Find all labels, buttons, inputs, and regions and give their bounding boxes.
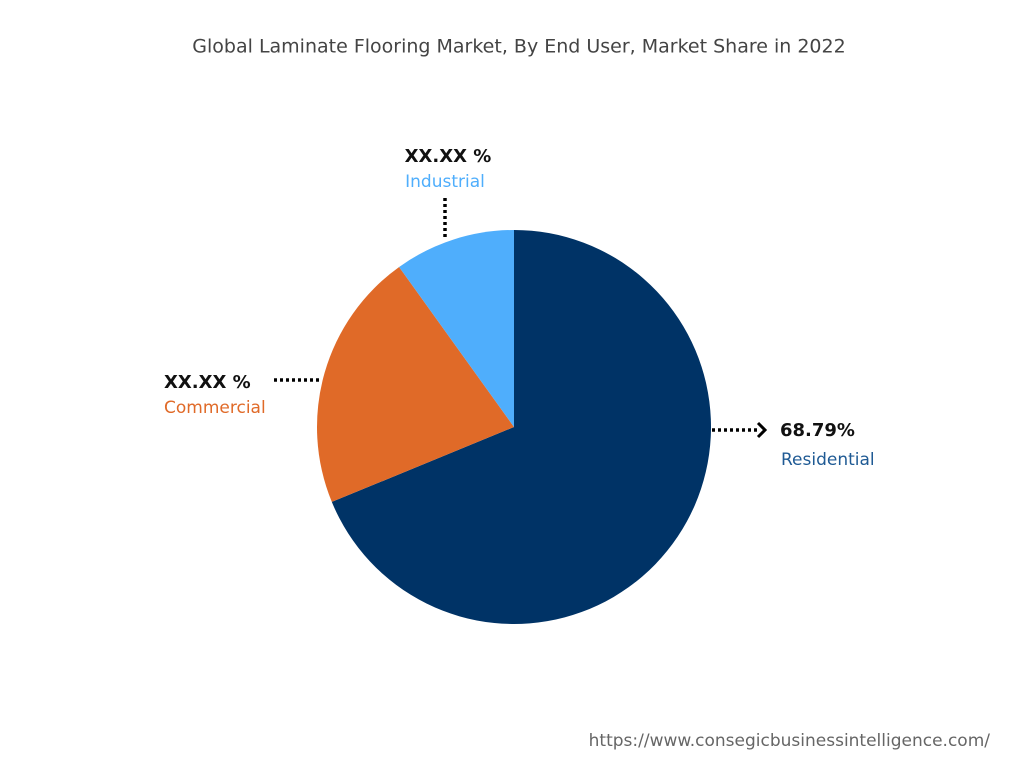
category-label: Industrial [405, 172, 485, 192]
value-label: 68.79% [780, 420, 855, 441]
pie-slice [317, 266, 514, 502]
chart-title: Global Laminate Flooring Market, By End … [192, 36, 845, 58]
category-label: Residential [781, 450, 875, 470]
pie-slice [331, 230, 711, 624]
value-label: XX.XX % [164, 372, 251, 393]
source-url: https://www.consegicbusinessintelligence… [589, 731, 991, 751]
pie-slice [399, 230, 514, 427]
category-label: Commercial [164, 398, 266, 418]
value-label: XX.XX % [405, 146, 492, 167]
leader-arrow [756, 421, 768, 439]
